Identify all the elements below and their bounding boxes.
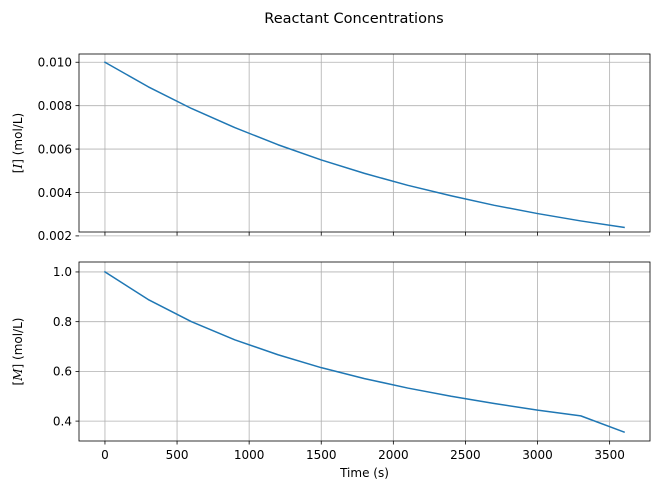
top-series-line [103, 61, 625, 229]
top-plot-area [79, 54, 650, 232]
top-ytick-label-0p008: 0.008 [38, 99, 72, 113]
top-ytick-label-0p01: 0.010 [38, 56, 72, 70]
top-ylabel: [I] (mol/L) [11, 113, 25, 173]
top-ytick-label-0p004: 0.004 [38, 186, 72, 200]
bottom-xtick-label-1500: 1500 [306, 448, 337, 462]
bottom-xlabel: Time (s) [339, 466, 389, 480]
bottom-ylabel: [M] (mol/L) [11, 318, 25, 386]
top-ylabel-close: ] (mol/L) [11, 113, 25, 164]
bottom-ytick-label-0p4: 0.4 [53, 414, 72, 428]
bottom-axes-frame [78, 261, 651, 442]
figure-title: Reactant Concentrations [264, 11, 443, 27]
bottom-panel-m-concentration: 0 500 1000 1500 2000 2500 3000 3500 0.4 0.6 0.8 1.0… [11, 261, 651, 480]
bottom-xtick-label-2000: 2000 [378, 448, 409, 462]
top-ytick-label-0p006: 0.006 [38, 142, 72, 156]
bottom-xtick-label-500: 500 [166, 448, 189, 462]
bottom-xtick-label-1000: 1000 [234, 448, 265, 462]
bottom-xtick-label-0: 0 [101, 448, 109, 462]
bottom-ylabel-open: [ [11, 381, 25, 386]
bottom-ytick-label-0p8: 0.8 [53, 315, 72, 329]
bottom-xtick-label-3000: 3000 [522, 448, 553, 462]
top-ytick-label-0p002: 0.002 [38, 229, 72, 243]
bottom-xtick-label-2500: 2500 [450, 448, 481, 462]
bottom-plot-area [79, 262, 650, 441]
bottom-xtick-label-3500: 3500 [594, 448, 625, 462]
bottom-ylabel-close: ] (mol/L) [11, 318, 25, 369]
top-ylabel-open: [ [11, 169, 25, 174]
top-ylabel-symbol: I [11, 164, 25, 170]
bottom-series-line [103, 270, 626, 434]
top-axes-frame [78, 53, 651, 233]
bottom-ytick-label-0p6: 0.6 [53, 365, 72, 379]
bottom-ylabel-symbol: M [11, 368, 25, 382]
top-panel-i-concentration: 0.002 0.004 0.006 0.008 0.010 [I] (mol/L) [11, 53, 651, 243]
bottom-ytick-label-1: 1.0 [53, 265, 72, 279]
